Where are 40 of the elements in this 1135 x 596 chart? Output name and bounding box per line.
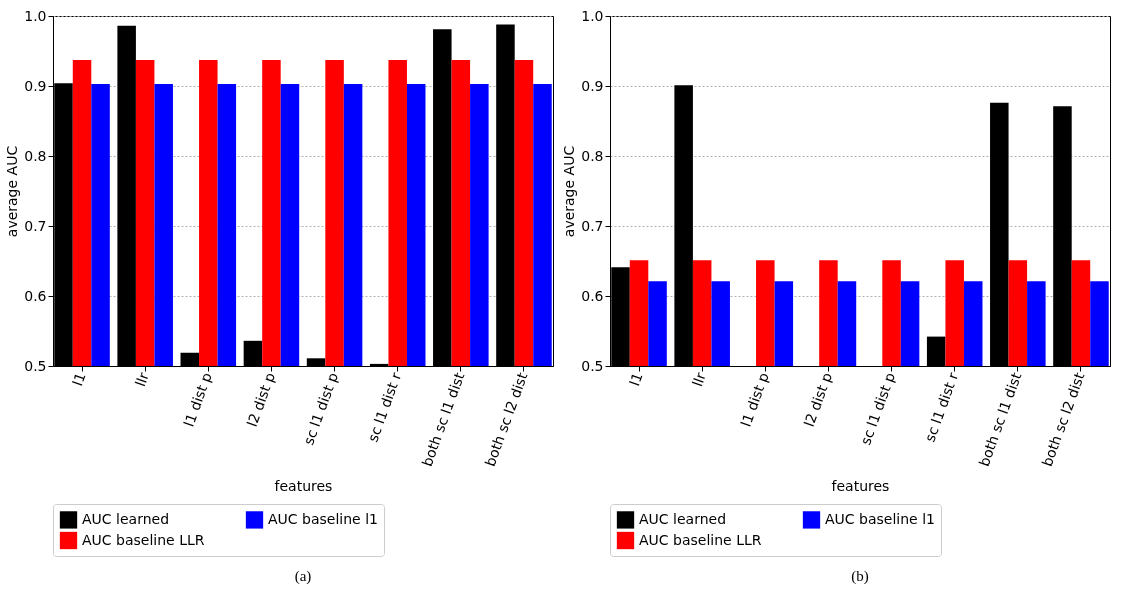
x-tick-label: l1 dist p: [737, 370, 772, 429]
y-tick-label: 1.0: [24, 7, 47, 24]
y-axis-title: average AUC: [561, 145, 578, 238]
y-tick-label: 1.0: [581, 7, 604, 24]
x-tick-label: l1: [69, 370, 89, 388]
y-tick-label: 0.7: [24, 217, 47, 234]
x-tick-label: both sc l1 dist: [418, 369, 468, 469]
legend-label: AUC baseline l1: [268, 510, 378, 527]
x-tick-label: both sc l2 dist: [1038, 369, 1088, 469]
legend-label: AUC baseline LLR: [639, 531, 762, 548]
x-axis-title: features: [831, 478, 890, 495]
legend-label: AUC baseline LLR: [82, 531, 205, 548]
y-tick-label: 0.5: [581, 357, 604, 374]
y-axis-title: average AUC: [4, 145, 21, 238]
x-tick-label: sc l1 dist r: [921, 370, 962, 444]
x-tick-label: l1 dist p: [180, 370, 215, 429]
legend-label: AUC learned: [82, 510, 170, 527]
x-tick-label: both sc l2 dist: [481, 369, 531, 469]
x-tick-label: llr: [689, 370, 709, 389]
y-tick-label: 0.8: [581, 147, 604, 164]
x-tick-label: l1: [626, 370, 646, 388]
y-tick-label: 0.6: [24, 287, 47, 304]
x-tick-label: sc l1 dist p: [857, 370, 899, 447]
y-tick-label: 0.9: [24, 77, 47, 94]
legend-label: AUC baseline l1: [825, 510, 935, 527]
x-tick-label: sc l1 dist r: [364, 370, 405, 444]
legend-label: AUC learned: [639, 510, 727, 527]
x-tick-label: llr: [132, 370, 152, 389]
y-tick-label: 0.7: [581, 217, 604, 234]
x-axis-title: features: [274, 478, 333, 495]
text: (a): [294, 567, 312, 585]
x-tick-label: l2 dist p: [243, 370, 279, 429]
y-tick-label: 0.5: [24, 357, 47, 374]
text: (b): [851, 567, 869, 585]
y-tick-label: 0.8: [24, 147, 47, 164]
y-tick-label: 0.9: [581, 77, 604, 94]
x-tick-label: both sc l1 dist: [975, 369, 1025, 469]
x-tick-label: l2 dist p: [800, 370, 836, 429]
x-tick-label: sc l1 dist p: [300, 370, 342, 447]
y-tick-label: 0.6: [581, 287, 604, 304]
